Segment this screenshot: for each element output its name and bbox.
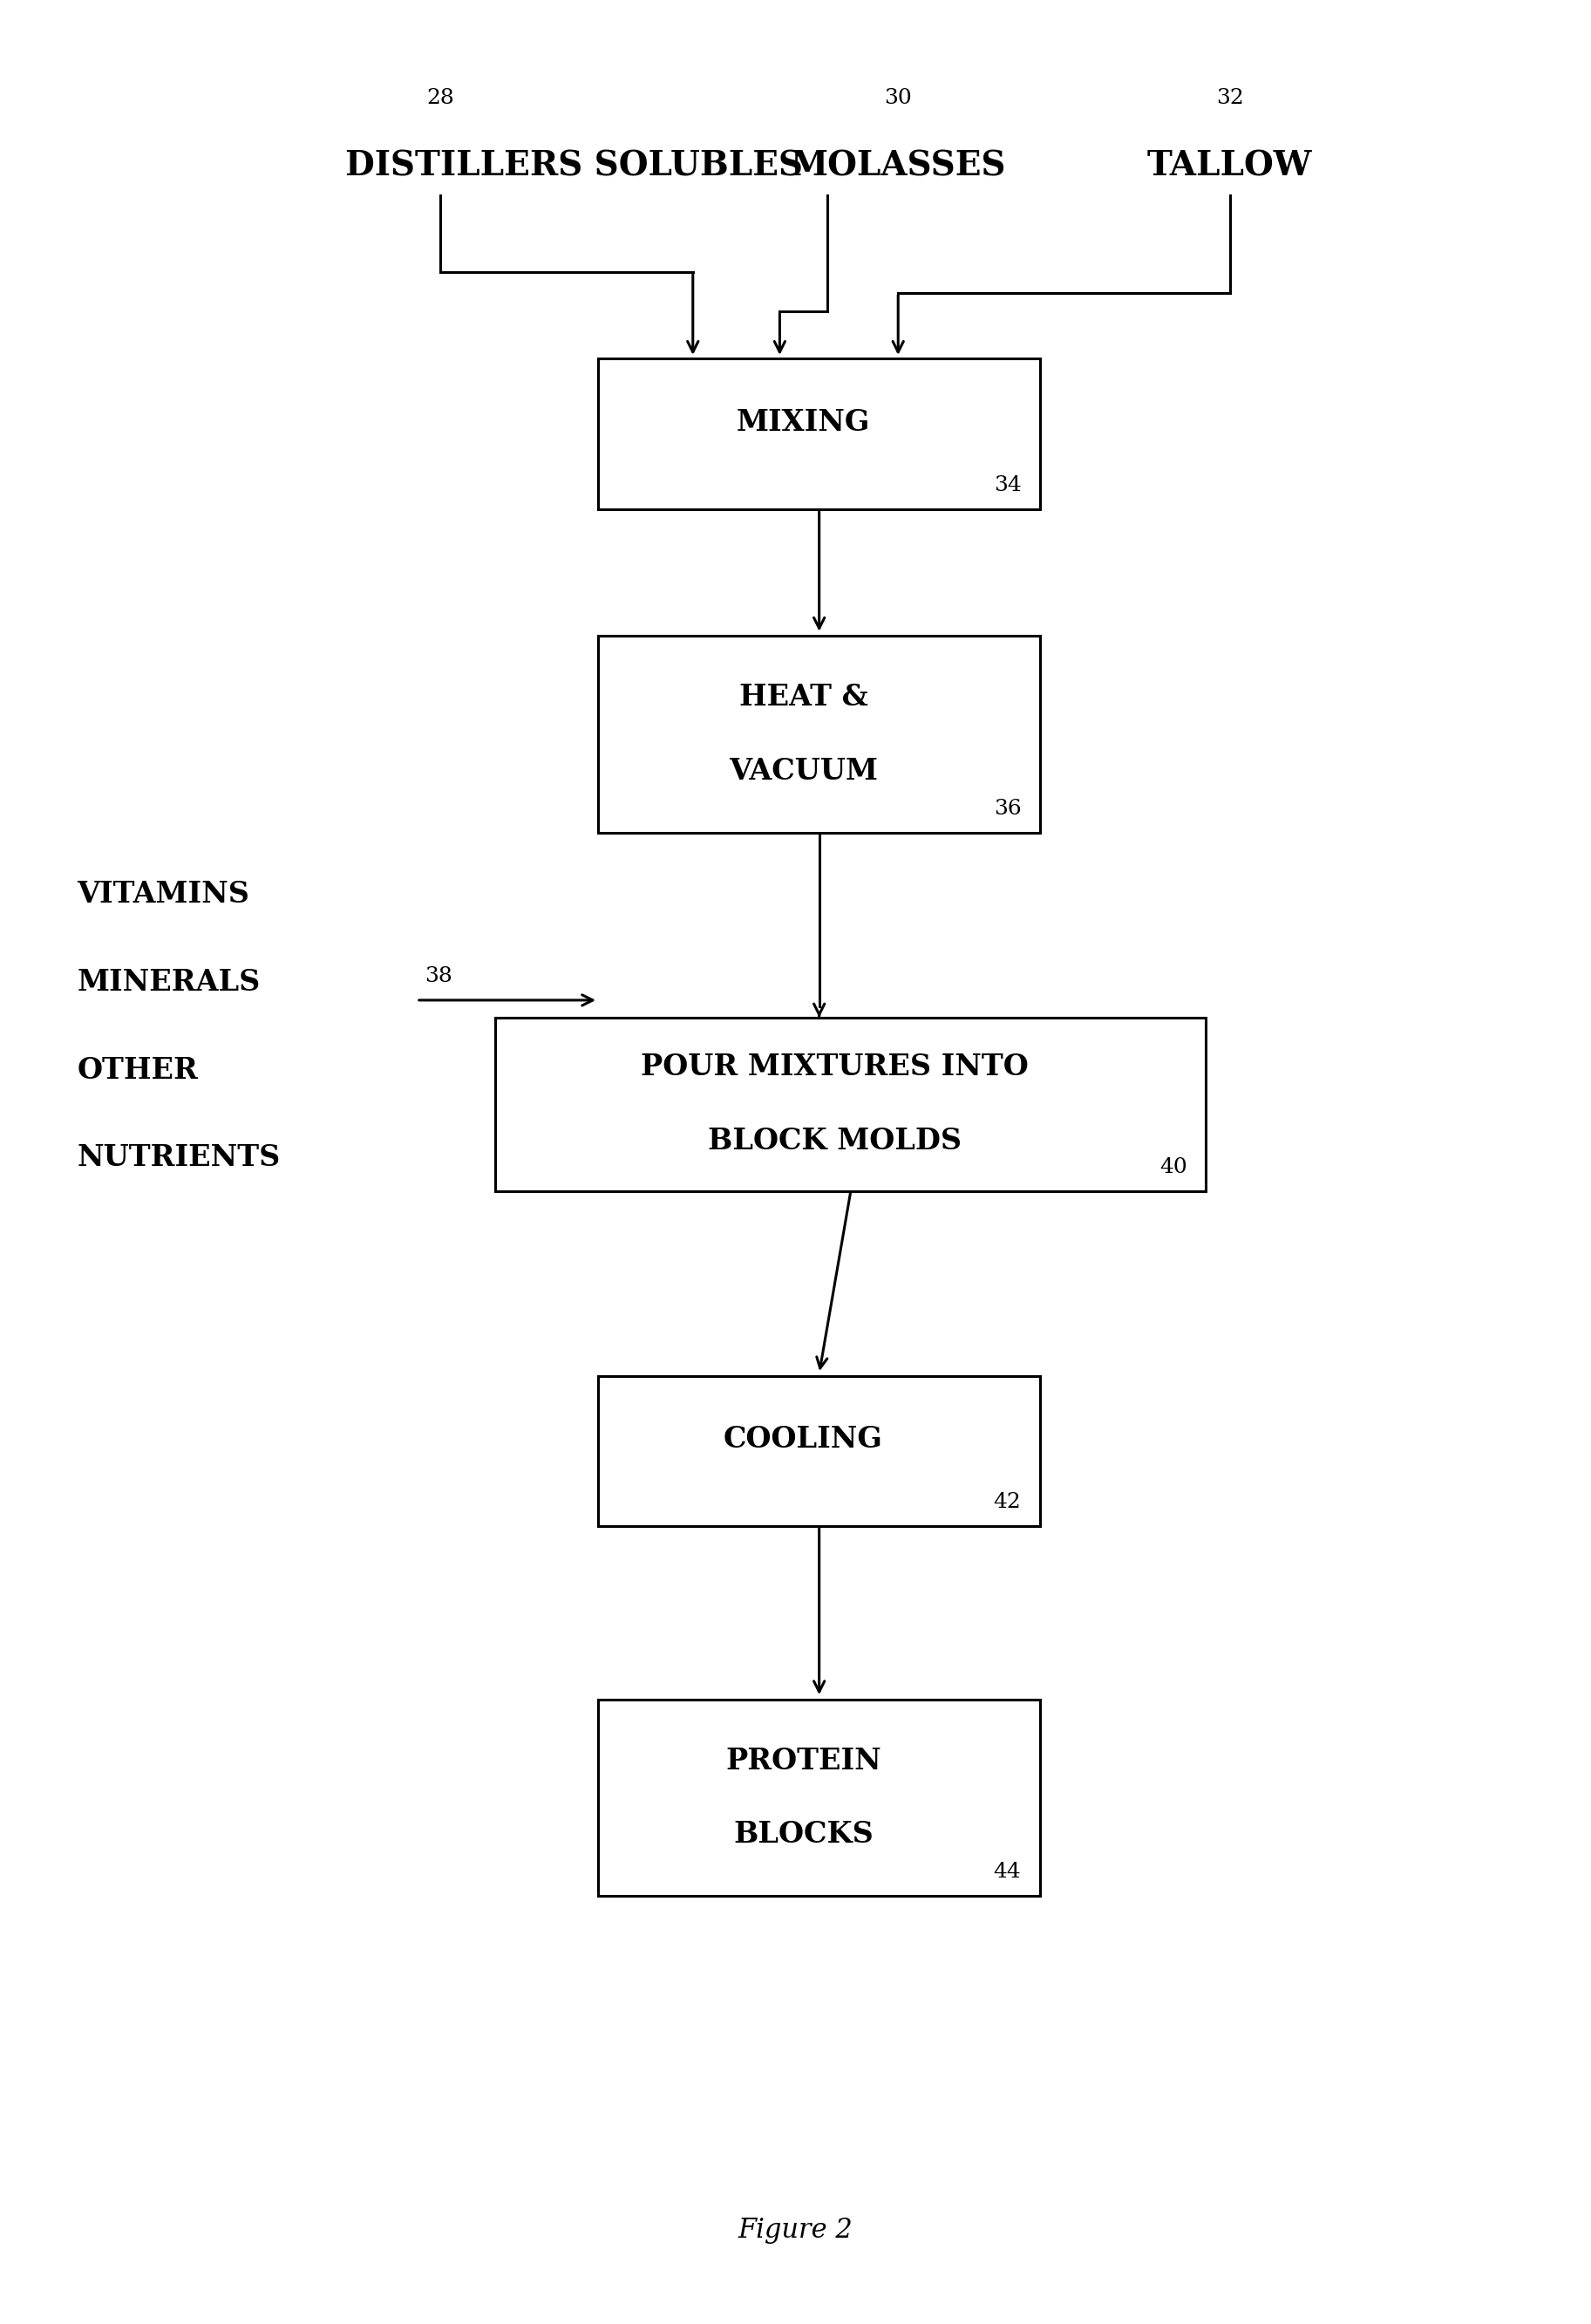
Text: 38: 38 — [425, 967, 452, 985]
Text: MIXING: MIXING — [737, 407, 870, 437]
Text: 28: 28 — [426, 88, 453, 107]
FancyBboxPatch shape — [598, 637, 1041, 832]
Text: TALLOW: TALLOW — [1147, 149, 1313, 184]
FancyBboxPatch shape — [598, 1699, 1041, 1896]
Text: 32: 32 — [1216, 88, 1244, 107]
Text: PROTEIN: PROTEIN — [725, 1745, 881, 1776]
Text: POUR MIXTURES INTO: POUR MIXTURES INTO — [641, 1053, 1029, 1081]
Text: 34: 34 — [994, 474, 1021, 495]
Text: HEAT &: HEAT & — [738, 683, 867, 711]
FancyBboxPatch shape — [495, 1018, 1206, 1190]
Text: Figure 2: Figure 2 — [738, 2217, 853, 2243]
Text: 42: 42 — [994, 1492, 1021, 1513]
FancyBboxPatch shape — [598, 1376, 1041, 1527]
Text: COOLING: COOLING — [724, 1425, 883, 1455]
Text: VITAMINS: VITAMINS — [76, 881, 250, 909]
Text: NUTRIENTS: NUTRIENTS — [76, 1143, 280, 1171]
Text: BLOCK MOLDS: BLOCK MOLDS — [708, 1127, 963, 1155]
Text: 36: 36 — [994, 799, 1021, 818]
Text: DISTILLERS SOLUBLES: DISTILLERS SOLUBLES — [345, 149, 803, 184]
Text: MOLASSES: MOLASSES — [791, 149, 1006, 184]
FancyBboxPatch shape — [598, 358, 1041, 509]
Text: 44: 44 — [994, 1862, 1021, 1882]
Text: 40: 40 — [1160, 1157, 1187, 1176]
Text: BLOCKS: BLOCKS — [733, 1820, 873, 1850]
Text: VACUUM: VACUUM — [729, 758, 878, 786]
Text: MINERALS: MINERALS — [76, 967, 261, 997]
Text: OTHER: OTHER — [76, 1055, 199, 1085]
Text: 30: 30 — [885, 88, 912, 107]
